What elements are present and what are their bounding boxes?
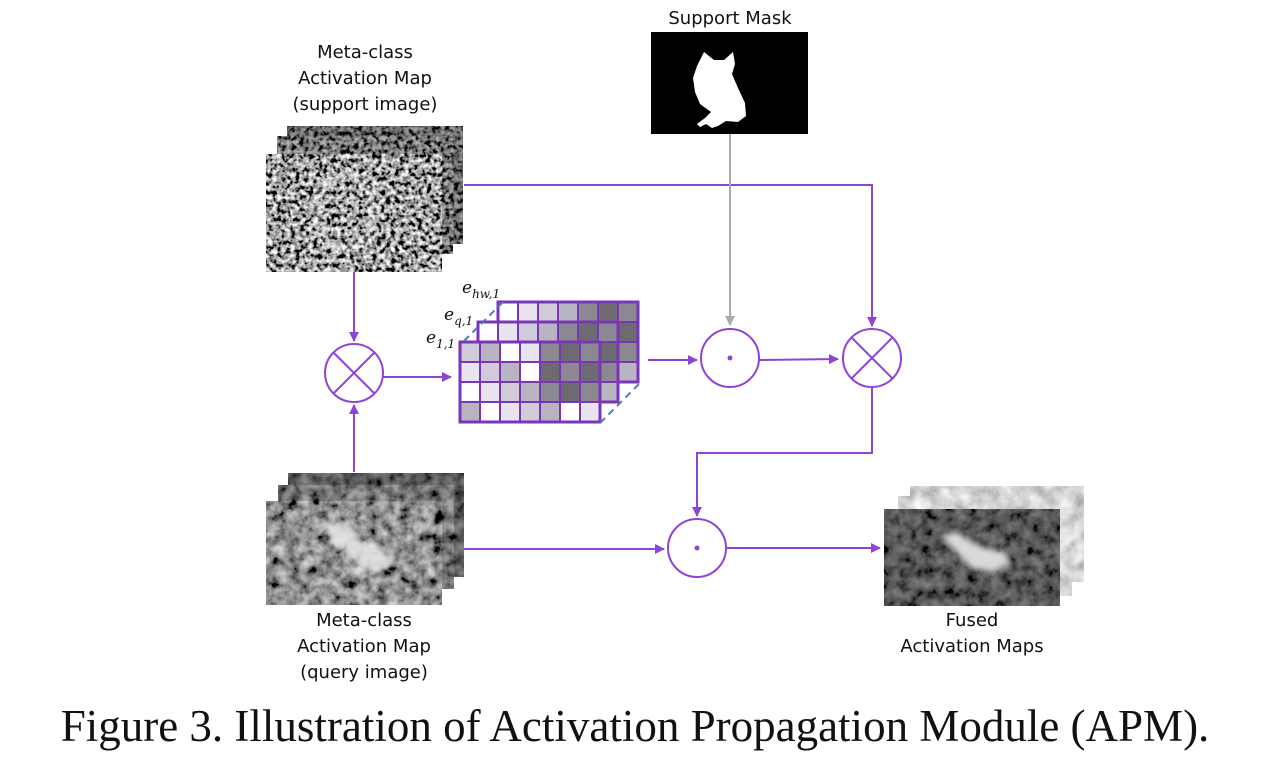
figure-caption: Figure 3. Illustration of Activation Pro… <box>60 701 1210 751</box>
grid-cell <box>579 361 601 383</box>
embedding-label-hw1: ehw,1 <box>462 278 500 301</box>
grid-cell <box>577 301 599 323</box>
grid-cell <box>537 301 559 323</box>
embedding-grid-11 <box>458 340 602 424</box>
support-activation-map-stack <box>266 126 463 272</box>
grid-cell <box>459 381 481 403</box>
grid-cell <box>559 361 581 383</box>
arrow-support-to-mult2 <box>464 184 877 327</box>
embedding-label-q1: eq,1 <box>444 305 473 328</box>
grid-cell <box>617 321 639 343</box>
grid-cell <box>499 401 521 423</box>
support-mask-image <box>651 32 808 134</box>
dot-operator-lower <box>667 518 727 578</box>
grid-cell <box>459 341 481 363</box>
query-activation-map-stack <box>266 473 464 605</box>
dot-operator-upper <box>700 328 760 388</box>
arrow-dot-to-mult2 <box>758 354 839 365</box>
grid-cell <box>579 401 601 423</box>
fused-map-label: Fused Activation Maps <box>900 610 1044 657</box>
grid-cell <box>479 361 501 383</box>
grid-cell <box>539 341 561 363</box>
grid-cell <box>479 341 501 363</box>
support-map-label: Meta-class Activation Map (support image… <box>292 42 438 115</box>
grid-cell <box>577 321 599 343</box>
grid-cell <box>519 381 541 403</box>
grid-cell <box>617 301 639 323</box>
grid-cell <box>517 301 539 323</box>
grid-cell <box>539 361 561 383</box>
grid-cell <box>579 381 601 403</box>
query-map-label: Meta-class Activation Map (query image) <box>297 610 431 683</box>
grid-cell <box>499 341 521 363</box>
grid-cell <box>597 321 619 343</box>
grid-cell <box>559 401 581 423</box>
grid-border <box>458 340 602 424</box>
grid-cell <box>559 341 581 363</box>
grid-cell <box>517 321 539 343</box>
multiply-operator-left <box>324 343 384 403</box>
grid-cell <box>539 381 561 403</box>
grid-cell <box>557 321 579 343</box>
grid-cell <box>499 381 521 403</box>
grid-cell <box>597 301 619 323</box>
grid-cell <box>537 321 559 343</box>
grid-cell <box>497 321 519 343</box>
grid-cell <box>557 301 579 323</box>
grid-cell <box>519 401 541 423</box>
grid-cell <box>459 361 481 383</box>
depth-dashed-line-bottom <box>599 383 640 424</box>
multiply-operator-right <box>842 328 902 388</box>
grid-cell <box>519 341 541 363</box>
grid-cell <box>499 361 521 383</box>
grid-cell <box>477 321 499 343</box>
grid-cell <box>519 361 541 383</box>
fused-activation-map-stack <box>884 486 1084 606</box>
grid-cell <box>459 401 481 423</box>
embedding-label-11: e1,1 <box>426 328 455 351</box>
grid-cell <box>539 401 561 423</box>
grid-cell <box>579 341 601 363</box>
grid-cell <box>559 381 581 403</box>
grid-cell <box>617 361 639 383</box>
grid-cell <box>479 401 501 423</box>
grid-cell <box>617 341 639 363</box>
embedding-grid-stack <box>458 300 640 424</box>
support-mask-label: Support Mask <box>668 8 792 29</box>
depth-dashed-line-top <box>463 300 505 342</box>
grid-cell <box>479 381 501 403</box>
arrow-mult2-to-dot2 <box>692 388 873 517</box>
